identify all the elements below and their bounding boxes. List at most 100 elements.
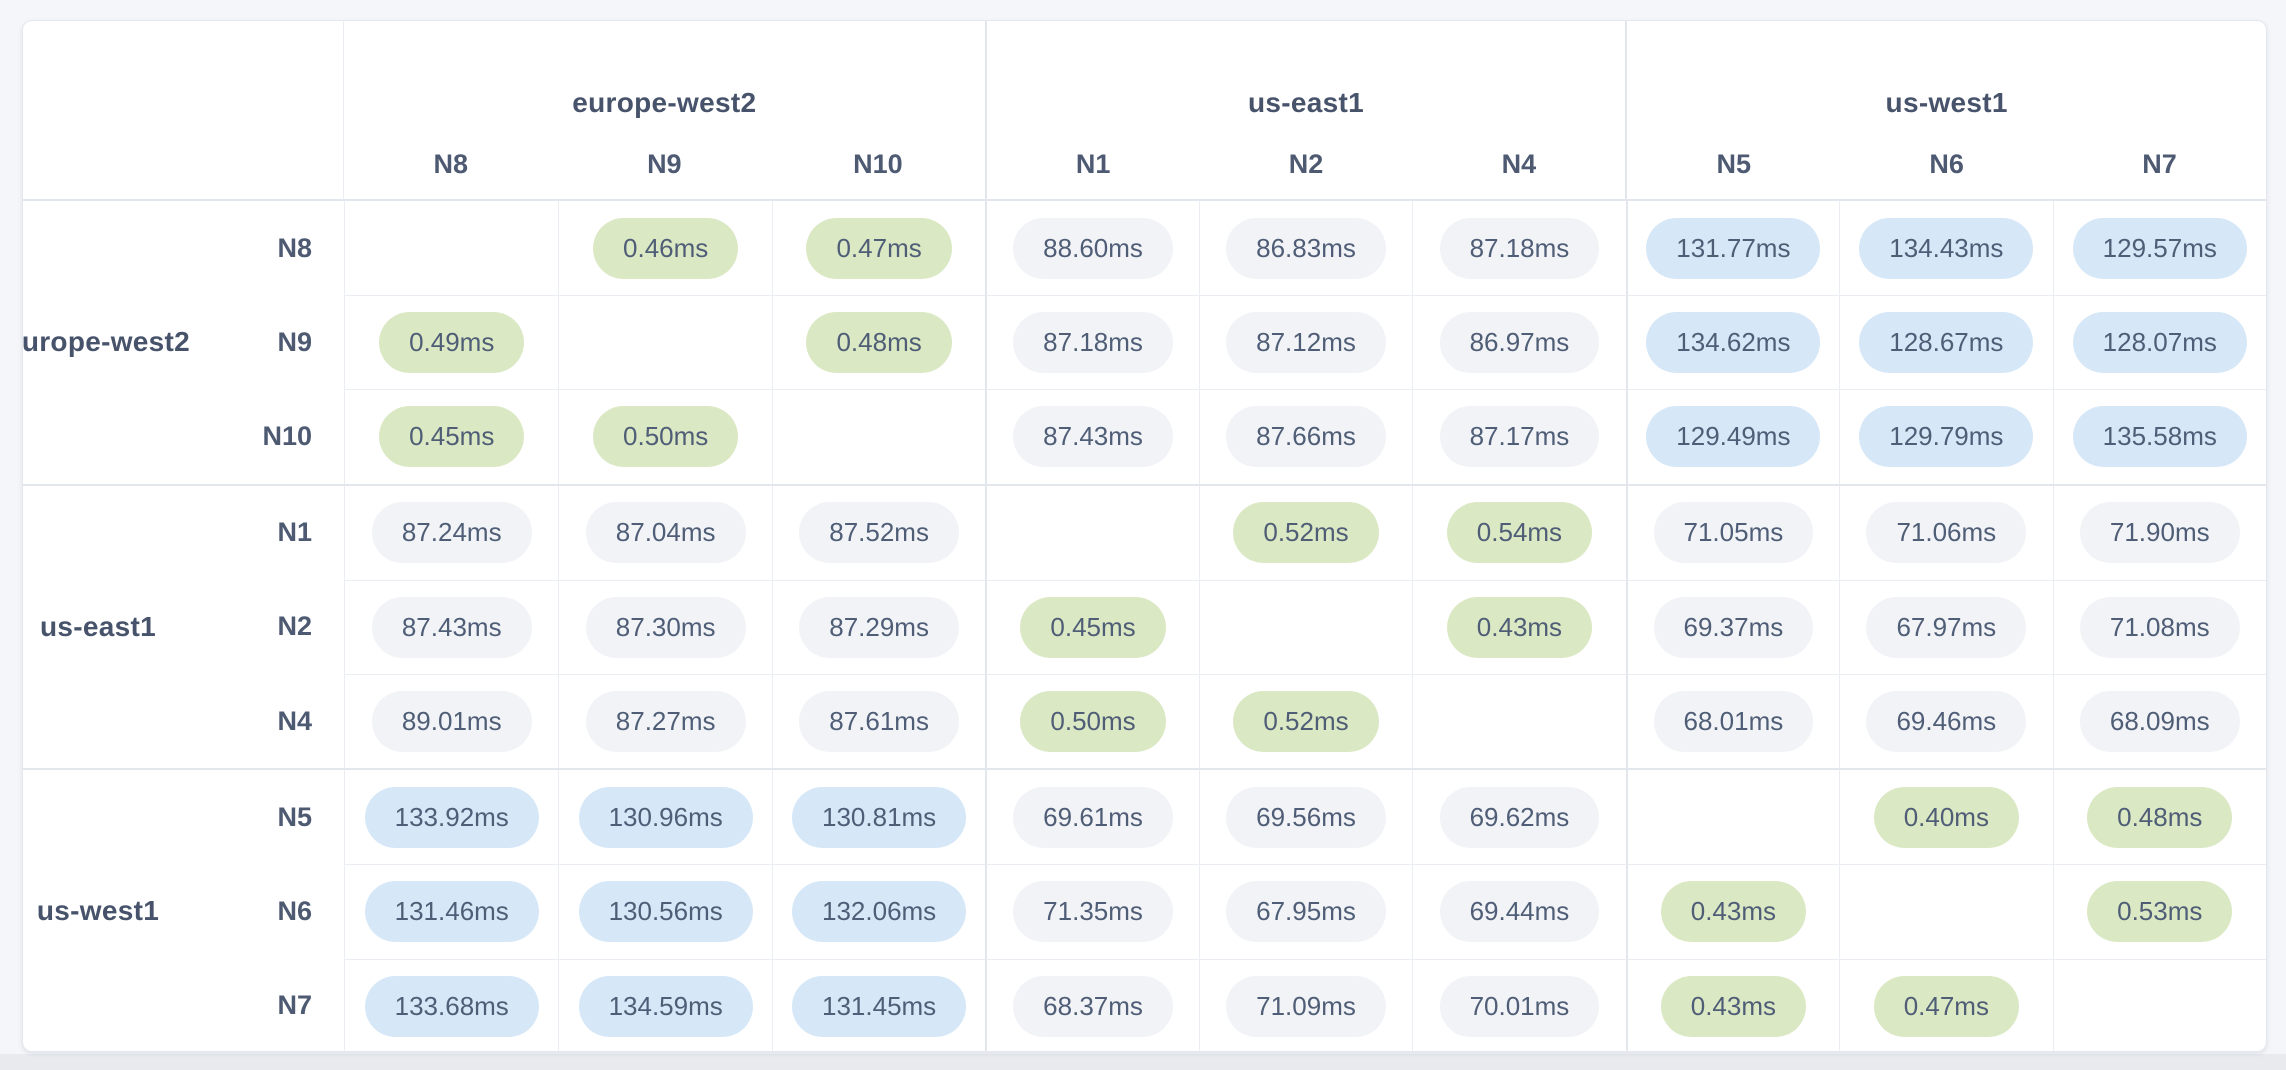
latency-pill: 0.52ms xyxy=(1233,502,1379,564)
column-group-europe-west2: europe-west2 N8 N9 N10 xyxy=(344,21,985,199)
latency-cell: 71.90ms xyxy=(2052,485,2266,580)
latency-pill: 87.66ms xyxy=(1226,406,1386,468)
row-node-labels: N1 N2 N4 xyxy=(173,486,344,769)
latency-pill: 0.50ms xyxy=(593,406,739,468)
column-node-label: N5 xyxy=(1716,149,1752,179)
latency-cell: 87.18ms xyxy=(1412,201,1625,296)
empty-diagonal-cell xyxy=(1625,770,1839,865)
latency-pill: 71.05ms xyxy=(1653,502,1814,564)
latency-grid: 0.46ms 0.47ms 88.60ms 86.83ms 87.18ms 131.77m… xyxy=(344,201,2266,484)
row-node-label: N4 xyxy=(277,705,312,736)
latency-pill: 87.04ms xyxy=(585,502,746,564)
row-region-name-col: europe-west2 xyxy=(23,201,190,484)
empty-diagonal-cell xyxy=(1412,673,1626,769)
latency-cell: 0.54ms xyxy=(1412,485,1625,580)
column-group-us-west1: us-west1 N5 N6 N7 xyxy=(1625,21,2266,199)
latency-pill: 68.09ms xyxy=(2079,691,2240,753)
matrix-column-header: europe-west2 N8 N9 N10 us-east1 N1 N2 N4 us-west… xyxy=(23,21,2266,201)
latency-pill: 69.61ms xyxy=(1013,786,1173,848)
latency-cell: 134.62ms xyxy=(1625,295,1840,390)
latency-pill: 0.54ms xyxy=(1446,502,1593,564)
row-group-label: us-east1 N1 N2 N4 xyxy=(23,486,344,769)
latency-cell: 0.53ms xyxy=(2052,864,2266,959)
column-region-title: europe-west2 xyxy=(572,87,757,118)
latency-cell: 88.60ms xyxy=(985,201,1198,296)
latency-pill: 0.45ms xyxy=(1020,596,1166,658)
latency-cell: 87.43ms xyxy=(985,389,1199,484)
latency-pill: 87.17ms xyxy=(1439,406,1600,468)
empty-diagonal-cell xyxy=(345,201,558,295)
empty-diagonal-cell xyxy=(1839,864,2053,959)
latency-cell: 128.67ms xyxy=(1839,295,2053,390)
row-node-label: N1 xyxy=(277,517,312,548)
empty-diagonal-cell xyxy=(2052,958,2266,1051)
matrix-body: europe-west2 N8 N9 N10 0.46ms 0.47ms 88.60ms 86… xyxy=(23,201,2266,1051)
latency-cell: 132.06ms xyxy=(771,864,986,959)
latency-cell: 69.37ms xyxy=(1625,579,1840,674)
latency-cell: 134.43ms xyxy=(1839,201,2052,296)
row-group-us-east1: us-east1 N1 N2 N4 87.24ms 87.04ms 87.52ms 0.52m… xyxy=(23,483,2266,769)
latency-cell: 0.52ms xyxy=(1198,673,1413,769)
latency-pill: 87.30ms xyxy=(585,596,746,658)
column-node-labels: N1 N2 N4 xyxy=(987,149,1626,180)
latency-cell: 0.47ms xyxy=(1839,958,2053,1051)
latency-pill: 0.43ms xyxy=(1660,975,1807,1037)
latency-pill: 68.01ms xyxy=(1653,691,1814,753)
latency-cell: 69.44ms xyxy=(1412,864,1626,959)
latency-pill: 69.46ms xyxy=(1866,691,2027,753)
latency-cell: 0.50ms xyxy=(558,389,772,484)
latency-cell: 0.45ms xyxy=(345,389,559,483)
latency-cell: 131.77ms xyxy=(1625,201,1839,296)
latency-pill: 0.40ms xyxy=(1873,786,2019,848)
latency-cell: 71.08ms xyxy=(2052,579,2266,674)
latency-cell: 71.09ms xyxy=(1198,958,1413,1051)
latency-pill: 70.01ms xyxy=(1439,975,1600,1037)
latency-cell: 87.24ms xyxy=(345,486,558,580)
row-node-labels: N5 N6 N7 xyxy=(173,770,344,1051)
empty-diagonal-cell xyxy=(1198,579,1413,674)
latency-pill: 130.96ms xyxy=(578,786,753,848)
row-region-name-col: us-east1 xyxy=(23,486,173,769)
latency-cell: 87.30ms xyxy=(558,579,772,674)
latency-pill: 87.24ms xyxy=(371,502,532,564)
latency-pill: 129.49ms xyxy=(1646,406,1821,468)
latency-pill: 0.47ms xyxy=(806,217,952,279)
latency-pill: 87.61ms xyxy=(799,691,959,753)
latency-cell: 87.61ms xyxy=(771,673,986,769)
column-region-title: us-east1 xyxy=(1247,87,1364,118)
latency-cell: 87.52ms xyxy=(771,485,985,580)
column-region-title: us-west1 xyxy=(1885,87,2008,118)
latency-cell: 68.37ms xyxy=(985,958,1199,1051)
latency-cell: 0.46ms xyxy=(558,201,771,296)
latency-cell: 69.56ms xyxy=(1198,770,1412,865)
latency-pill: 132.06ms xyxy=(792,881,967,943)
latency-pill: 128.07ms xyxy=(2072,312,2247,374)
latency-pill: 67.97ms xyxy=(1866,596,2027,658)
latency-pill: 0.43ms xyxy=(1446,596,1593,658)
row-node-label: N6 xyxy=(277,895,312,926)
column-node-label: N8 xyxy=(433,149,469,179)
latency-pill: 68.37ms xyxy=(1013,975,1173,1037)
row-region-title: us-west1 xyxy=(36,895,160,927)
latency-cell: 129.79ms xyxy=(1839,389,2053,484)
latency-pill: 87.43ms xyxy=(371,596,532,658)
column-node-label: N2 xyxy=(1288,149,1324,179)
latency-cell: 68.09ms xyxy=(2052,673,2266,769)
latency-pill: 89.01ms xyxy=(371,691,532,753)
row-group-label: europe-west2 N8 N9 N10 xyxy=(23,201,344,484)
latency-cell: 133.92ms xyxy=(345,770,558,864)
column-node-labels: N8 N9 N10 xyxy=(344,149,985,180)
latency-pill: 129.57ms xyxy=(2072,217,2247,279)
latency-cell: 87.43ms xyxy=(345,579,559,674)
row-node-label: N9 xyxy=(277,326,312,357)
latency-pill: 134.59ms xyxy=(578,975,753,1037)
latency-pill: 133.92ms xyxy=(364,786,539,848)
latency-cell: 130.56ms xyxy=(558,864,772,959)
latency-pill: 87.52ms xyxy=(799,502,959,564)
latency-cell: 87.04ms xyxy=(558,485,771,580)
row-group-label: us-west1 N5 N6 N7 xyxy=(23,770,344,1051)
latency-pill: 130.56ms xyxy=(578,881,753,943)
latency-pill: 88.60ms xyxy=(1013,217,1173,279)
latency-pill: 135.58ms xyxy=(2072,406,2247,468)
latency-grid: 133.92ms 130.96ms 130.81ms 69.61ms 69.56ms 69… xyxy=(344,770,2266,1051)
